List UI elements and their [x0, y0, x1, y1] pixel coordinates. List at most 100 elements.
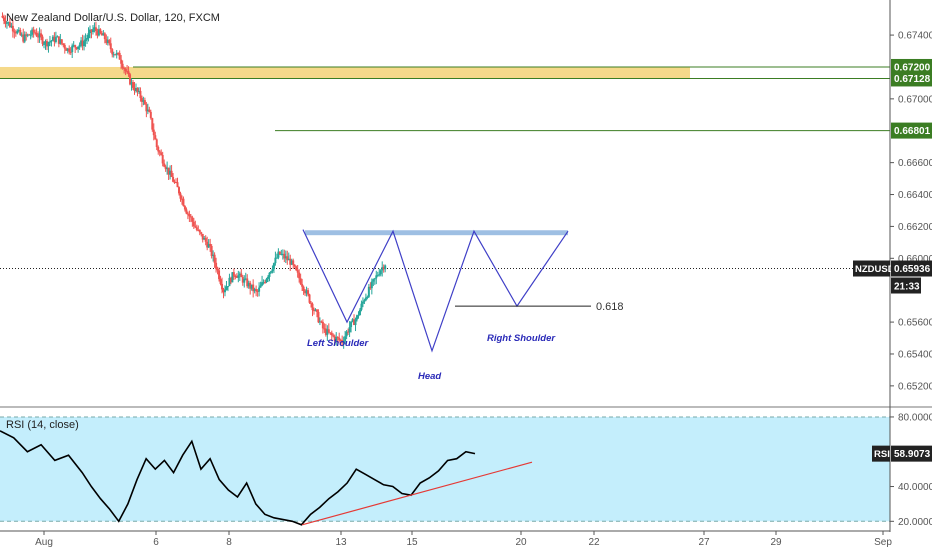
candle-body — [126, 71, 129, 73]
price-axis[interactable]: 0.67400 0.67000 0.66600 0.66400 0.66200 0.660… — [853, 0, 932, 532]
candle-body — [78, 44, 81, 47]
candle-body — [215, 262, 218, 269]
candle-body — [210, 245, 213, 257]
candle-body — [315, 309, 318, 312]
candle-body — [358, 309, 361, 316]
candle-body — [219, 279, 222, 284]
time-tick-label: 29 — [770, 537, 782, 548]
candle-body — [26, 34, 29, 36]
time-tick-label: 8 — [226, 537, 232, 548]
price-label-bg — [891, 70, 932, 87]
candle-body — [292, 260, 295, 265]
candle-body — [137, 90, 140, 92]
rsi-tick-label: 80.0000 — [898, 412, 932, 423]
candle-body — [172, 176, 175, 182]
candle-body — [235, 276, 238, 278]
candle-body — [332, 335, 335, 337]
candle-body — [364, 297, 367, 301]
candle-body — [151, 118, 154, 130]
price-tick-label: 0.66000 — [898, 254, 932, 265]
time-tick-label: 27 — [698, 537, 710, 548]
candle-body — [83, 41, 86, 47]
candle-body — [13, 31, 16, 33]
head-label: Head — [418, 371, 441, 382]
candle-body — [19, 29, 22, 35]
candle-body — [20, 34, 23, 36]
candle-body — [170, 170, 173, 177]
price-tick-label: 0.66600 — [898, 158, 932, 169]
candle-body — [173, 181, 176, 183]
candle-body — [44, 41, 47, 44]
candle-body — [240, 273, 243, 278]
candle-body — [195, 227, 198, 230]
candle-body — [281, 253, 284, 255]
candle-body — [136, 88, 139, 92]
candle-body — [361, 301, 364, 304]
candle-body — [357, 315, 360, 317]
candle-body — [201, 233, 204, 240]
candle-body — [117, 52, 120, 54]
candle-body — [228, 277, 231, 287]
candle-body — [180, 198, 183, 200]
candle-body — [75, 47, 78, 49]
candle-body — [287, 258, 290, 261]
candle-body — [41, 36, 44, 44]
candle-body — [327, 329, 330, 333]
candle-body — [213, 254, 216, 263]
candle-body — [29, 34, 32, 36]
candle-body — [382, 267, 385, 270]
candle-body — [204, 238, 207, 242]
candle-body — [237, 275, 240, 278]
candle-body — [66, 48, 69, 51]
candle-body — [255, 289, 258, 292]
time-tick-label: 20 — [515, 537, 527, 548]
candle-body — [267, 276, 269, 279]
candle-body — [344, 336, 347, 342]
candle-body — [154, 135, 157, 140]
candle-body — [54, 37, 57, 42]
candle-body — [143, 100, 146, 105]
candle-body — [139, 90, 142, 99]
candle-body — [274, 257, 277, 264]
candle-body — [197, 229, 200, 231]
candle-body — [381, 267, 384, 271]
rsi-pane[interactable] — [0, 416, 890, 526]
candle-body — [89, 29, 91, 34]
candle-body — [289, 258, 292, 265]
countdown-label: 21:33 — [894, 282, 920, 293]
candle-body — [333, 336, 336, 341]
candle-body — [179, 193, 182, 199]
rsi-badge: RSI — [874, 449, 890, 460]
left-shoulder-label: Left Shoulder — [307, 338, 370, 349]
candle-body — [253, 289, 256, 292]
candle-body — [81, 40, 84, 47]
right-shoulder-label: Right Shoulder — [487, 333, 556, 344]
price-pane[interactable]: 0.618 Left Shoulder Head Right Shoulder — [0, 12, 932, 408]
candle-body — [271, 269, 274, 272]
candle-body — [146, 109, 149, 112]
candle-body — [96, 31, 99, 36]
candle-body — [11, 25, 14, 32]
candle-body — [335, 337, 338, 341]
rsi-current-label: 58.9073 — [894, 449, 931, 460]
time-tick-label: Aug — [35, 537, 53, 548]
candle-body — [295, 266, 298, 271]
candle-body — [167, 167, 170, 175]
candle-body — [37, 36, 40, 38]
price-tick-label: 0.67000 — [898, 94, 932, 105]
time-tick-label: Sep — [874, 537, 892, 548]
candle-body — [326, 329, 329, 335]
price-level-label: 0.66801 — [894, 126, 931, 137]
candle-body — [223, 289, 226, 293]
candle-body — [231, 272, 234, 283]
candle-body — [278, 251, 281, 255]
candle-body — [192, 221, 195, 227]
rsi-badge-bg — [872, 445, 890, 462]
time-axis[interactable]: Aug 6 8 13 15 20 22 27 29 Sep — [0, 530, 892, 548]
candle-body — [347, 331, 350, 333]
candle-body — [158, 151, 161, 153]
candle-body — [350, 321, 353, 328]
candle-body — [77, 46, 80, 49]
candle-body — [293, 264, 296, 267]
